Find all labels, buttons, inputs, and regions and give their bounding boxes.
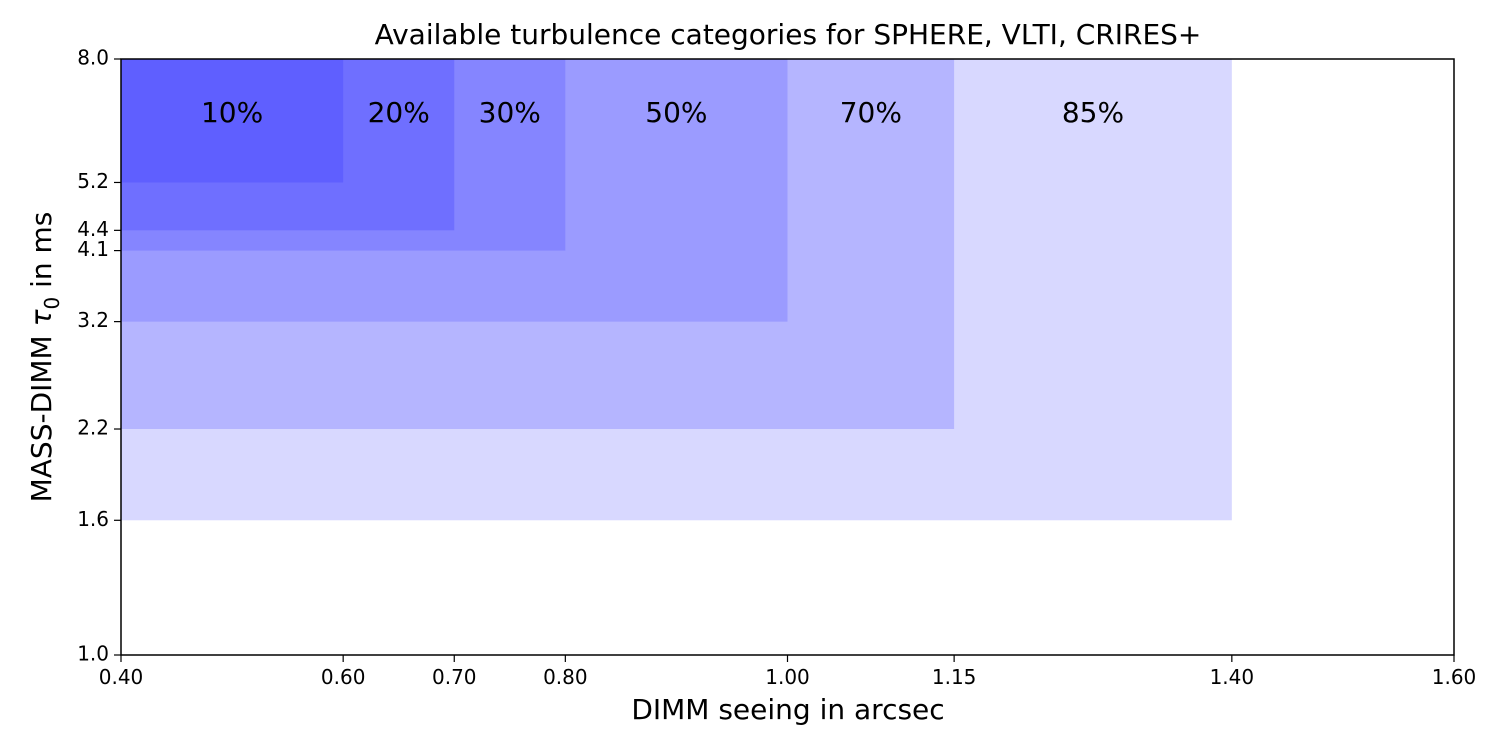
category-regions — [121, 59, 1232, 521]
x-tick-label: 1.60 — [1432, 665, 1477, 689]
y-axis-ticks: 1.0 1.6 2.2 3.2 4.14.4 5.2 8.0 — [77, 46, 121, 666]
region-label-85pct: 85% — [1062, 96, 1124, 129]
y-tick-label: 4.4 — [77, 217, 109, 241]
y-tick-label: 4.1 — [77, 237, 109, 261]
region-10pct — [121, 59, 344, 183]
region-label-10pct: 10% — [201, 96, 263, 129]
region-label-20pct: 20% — [368, 96, 430, 129]
x-tick-label: 0.60 — [321, 665, 366, 689]
x-axis-ticks: 0.40 0.60 0.70 0.80 1.00 1.15 1.40 1.60 — [99, 655, 1477, 689]
y-axis-label-suffix: in ms — [25, 212, 58, 297]
y-axis-label-tau: τ — [25, 309, 58, 326]
y-axis-label: MASS-DIMM τ0 in ms — [25, 212, 64, 503]
y-tick-label: 1.0 — [77, 642, 109, 666]
x-tick-label: 1.15 — [932, 665, 977, 689]
y-axis-label-text: MASS-DIMM — [25, 326, 58, 502]
region-label-70pct: 70% — [840, 96, 902, 129]
region-label-30pct: 30% — [479, 96, 541, 129]
y-tick-label: 8.0 — [77, 46, 109, 70]
x-axis-label: DIMM seeing in arcsec — [631, 693, 944, 726]
y-tick-label: 5.2 — [77, 169, 109, 193]
x-tick-label: 1.40 — [1210, 665, 1255, 689]
chart-title: Available turbulence categories for SPHE… — [375, 18, 1202, 51]
y-tick-label: 1.6 — [77, 507, 109, 531]
x-tick-label: 0.70 — [432, 665, 477, 689]
x-tick-label: 0.40 — [99, 665, 144, 689]
region-label-50pct: 50% — [645, 96, 707, 129]
x-tick-label: 0.80 — [543, 665, 588, 689]
category-labels: 85% 70% 50% 30% 20% 10% — [201, 96, 1124, 129]
y-axis-label-subscript: 0 — [40, 297, 64, 310]
x-tick-label: 1.00 — [765, 665, 810, 689]
y-tick-label: 2.2 — [77, 416, 109, 440]
y-tick-label: 3.2 — [77, 308, 109, 332]
